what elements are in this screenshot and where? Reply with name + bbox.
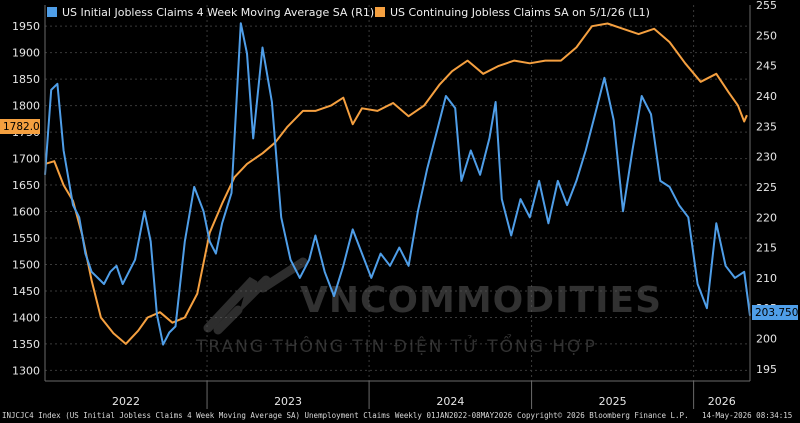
right-tick-label: 250 <box>756 29 777 42</box>
left-tick-label: 1900 <box>12 47 40 60</box>
legend: US Initial Jobless Claims 4 Week Moving … <box>47 6 650 19</box>
right-tick-label: 230 <box>756 151 777 164</box>
right-tick-label: 200 <box>756 333 777 346</box>
right-tick-label: 255 <box>756 0 777 12</box>
last-value-badge-right <box>752 305 798 320</box>
last-value-right: 203.750 <box>755 307 798 319</box>
x-tick-label: 2024 <box>436 395 464 408</box>
left-tick-label: 1300 <box>12 364 40 377</box>
left-tick-label: 1850 <box>12 73 40 86</box>
legend-swatch-blue <box>47 7 57 17</box>
left-tick-label: 1450 <box>12 285 40 298</box>
left-tick-label: 1700 <box>12 153 40 166</box>
left-tick-label: 1550 <box>12 232 40 245</box>
left-tick-label: 1500 <box>12 258 40 271</box>
watermark-logo-bar <box>213 305 243 335</box>
series-layer <box>44 22 751 346</box>
watermark-tagline: TRANG THÔNG TIN ĐIỆN TỬ TỔNG HỢP <box>195 333 597 357</box>
left-tick-label: 1650 <box>12 179 40 192</box>
right-tick-label: 220 <box>756 211 777 224</box>
last-value-badges: 1782.0 203.750 <box>0 119 798 320</box>
right-tick-label: 235 <box>756 120 777 133</box>
series-line-initial-claims <box>44 22 751 346</box>
series-line-continuing-claims <box>44 22 748 345</box>
right-tick-label: 245 <box>756 60 777 73</box>
x-tick-label: 2023 <box>274 395 302 408</box>
axes: 1300135014001450150015501600165017001750… <box>12 0 777 409</box>
legend-label-continuing-claims: US Continuing Jobless Claims SA on 5/1/2… <box>390 6 650 19</box>
watermark: VNCOMMODITIES TRANG THÔNG TIN ĐIỆN TỬ TỔ… <box>195 257 662 357</box>
left-tick-label: 1400 <box>12 311 40 324</box>
last-value-left: 1782.0 <box>3 121 40 133</box>
watermark-name: VNCOMMODITIES <box>300 280 662 321</box>
right-tick-label: 195 <box>756 363 777 376</box>
footer-source: INJCJC4 Index (US Initial Jobless Claims… <box>2 411 513 420</box>
footer-copyright: Copyright© 2026 Bloomberg Finance L.P. <box>517 411 689 420</box>
x-tick-label: 2022 <box>112 395 140 408</box>
legend-label-initial-claims: US Initial Jobless Claims 4 Week Moving … <box>62 6 374 19</box>
legend-swatch-orange <box>375 7 385 17</box>
left-tick-label: 1800 <box>12 100 40 113</box>
watermark-logo-tail <box>258 257 308 293</box>
watermark-logo-arrow <box>203 275 271 333</box>
x-tick-label: 2025 <box>599 395 627 408</box>
footer-timestamp: 14-May-2026 08:34:15 <box>702 411 793 420</box>
left-tick-label: 1600 <box>12 206 40 219</box>
right-tick-label: 240 <box>756 90 777 103</box>
left-tick-label: 1350 <box>12 338 40 351</box>
right-tick-label: 210 <box>756 272 777 285</box>
right-tick-label: 215 <box>756 242 777 255</box>
x-tick-label: 2026 <box>708 395 736 408</box>
last-value-badge-left <box>0 119 40 134</box>
right-tick-label: 225 <box>756 181 777 194</box>
left-tick-label: 1950 <box>12 20 40 33</box>
